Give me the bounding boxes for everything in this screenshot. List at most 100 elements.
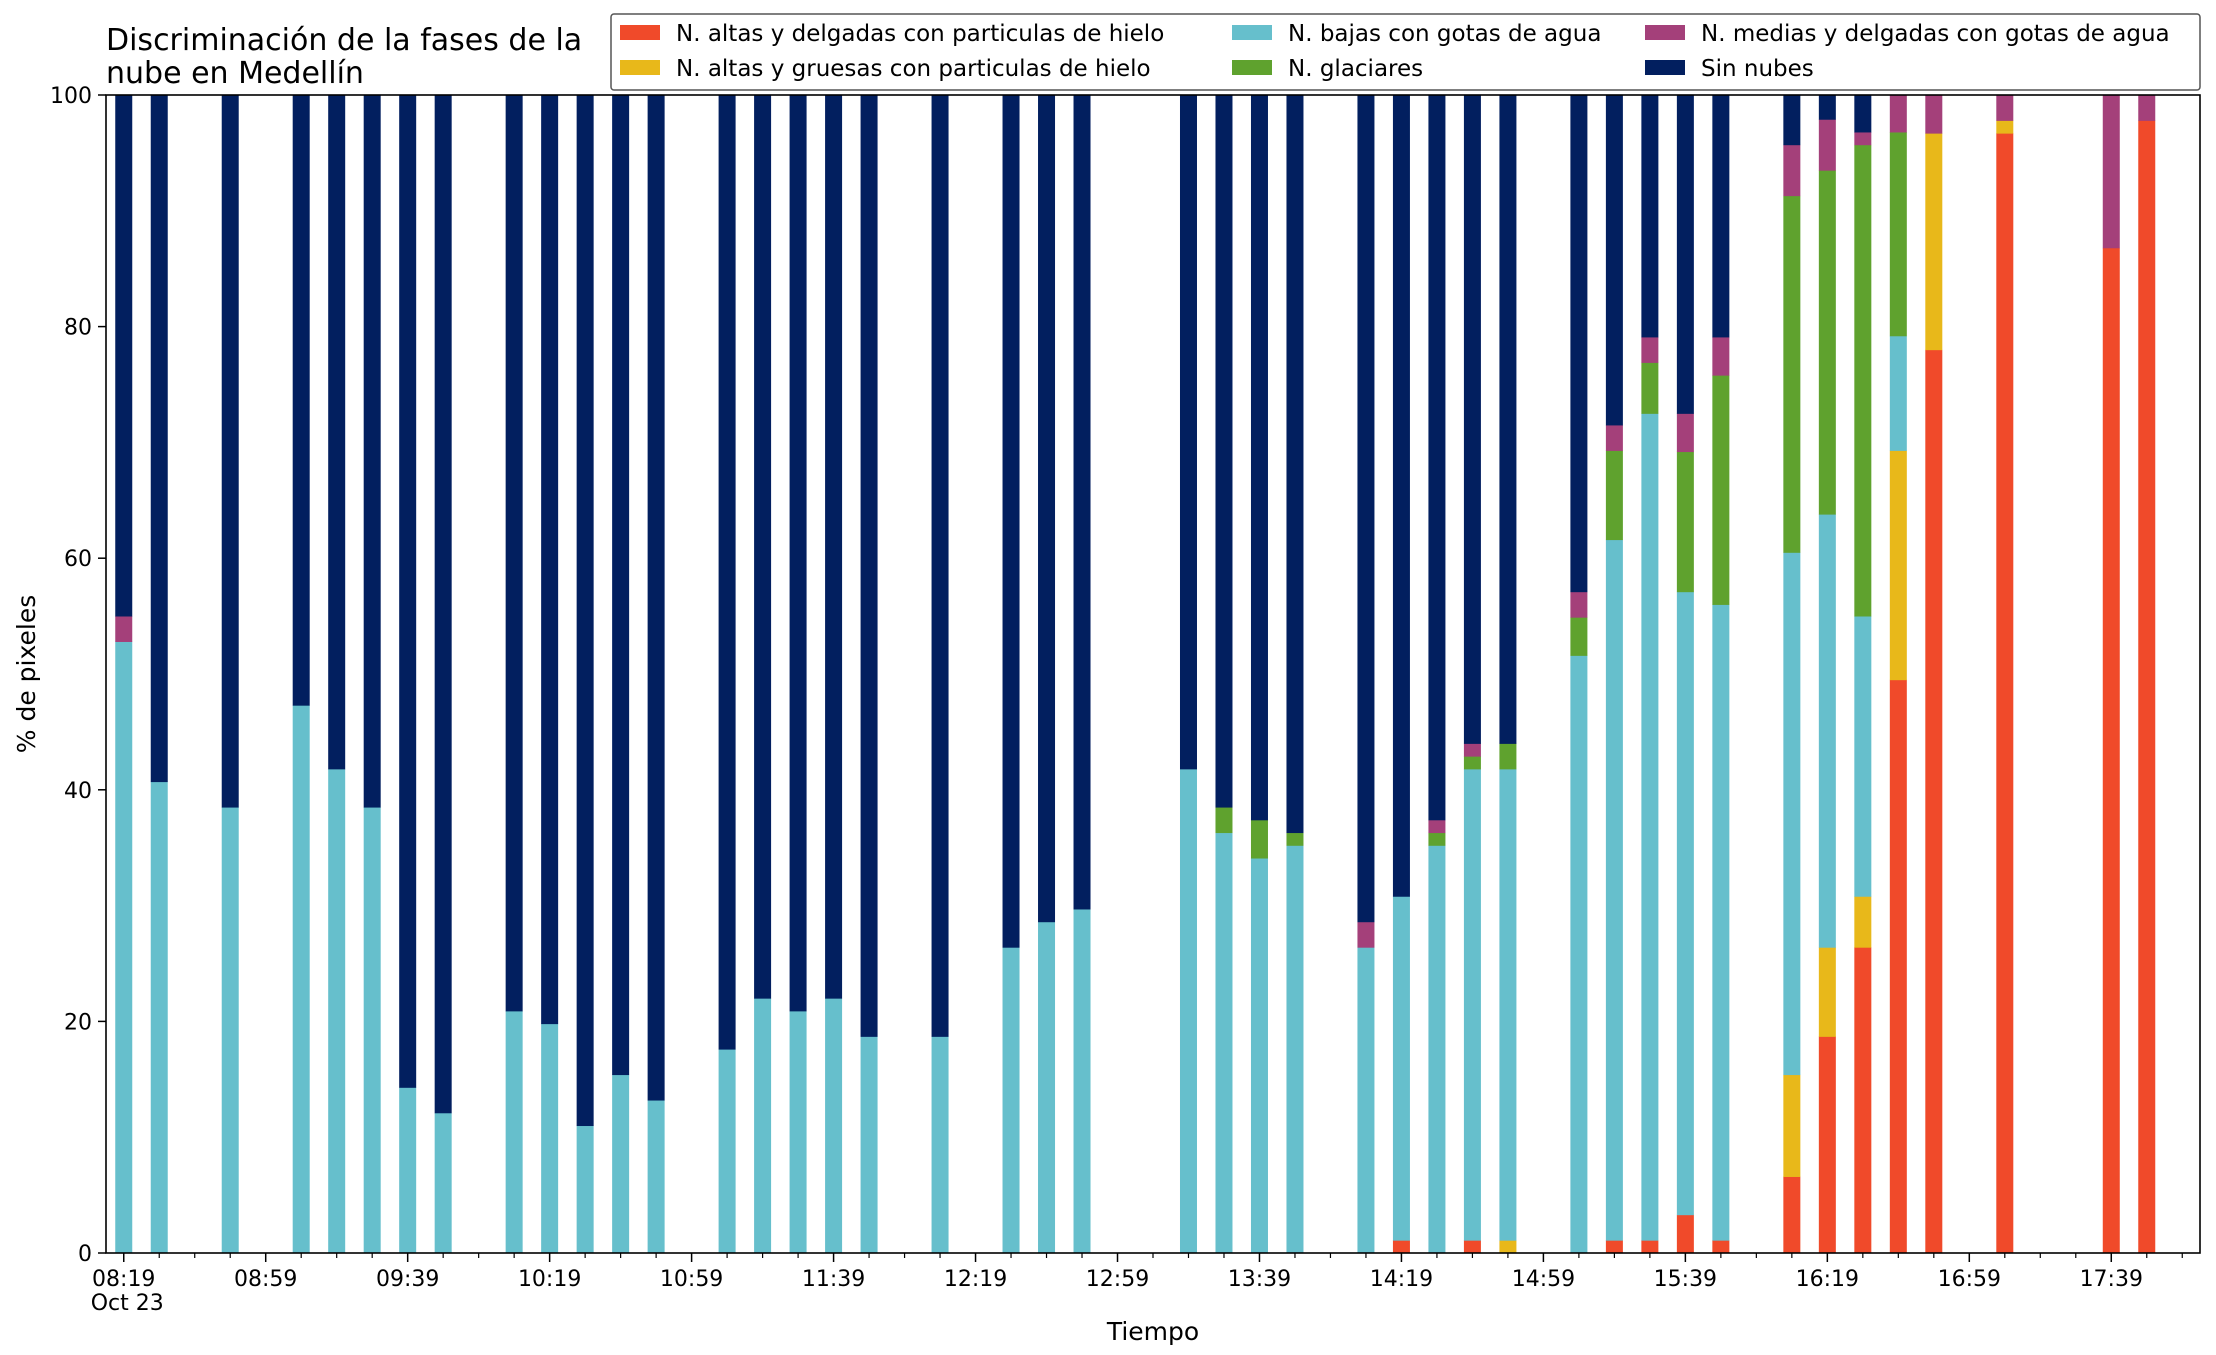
legend-label-thin-ice: N. altas y delgadas con particulas de hi…: [676, 21, 1164, 47]
x-axis-label: Tiempo: [1106, 1317, 1199, 1346]
bar-segment-clear: [328, 95, 346, 770]
bar-segment-mid-water: [1854, 132, 1872, 146]
bar-segment-low-water: [1854, 616, 1872, 897]
bar-segment-clear: [1676, 95, 1694, 414]
bar-stack-1449: [1499, 95, 1517, 1254]
bar-stack-1209: [931, 95, 949, 1254]
bar-segment-low-water: [1215, 832, 1233, 1254]
bar-segment-thick-ice: [1925, 133, 1943, 351]
bar-stack-0919: [328, 95, 346, 1254]
bar-segment-thin-ice: [1925, 349, 1943, 1254]
bar-segment-low-water: [612, 1074, 630, 1254]
bar-segment-clear: [1499, 95, 1517, 744]
bar-segment-thick-ice: [1889, 450, 1907, 681]
bar-segment-low-water: [1002, 947, 1020, 1254]
bar-segment-low-water: [1463, 768, 1481, 1241]
bar-segment-clear: [505, 95, 523, 1012]
bar-stack-1439: [1463, 95, 1481, 1254]
bar-segment-clear: [825, 95, 843, 999]
bar-segment-mid-water: [1712, 337, 1730, 376]
bar-segment-low-water: [647, 1100, 665, 1254]
bar-segment-glacial: [1215, 807, 1233, 834]
bar-segment-low-water: [328, 768, 346, 1254]
bar-segment-thin-ice: [1463, 1240, 1481, 1254]
x-tick-label: 14:59: [1512, 1267, 1575, 1292]
x-tick-sublabel: Oct 23: [91, 1291, 164, 1316]
bar-segment-thin-ice: [1605, 1240, 1623, 1254]
bar-segment-clear: [1392, 95, 1410, 897]
bar-stack-1029: [576, 95, 594, 1254]
bar-segment-clear: [789, 95, 807, 1012]
bar-stack-1419: [1392, 95, 1410, 1254]
bar-stack-1319: [1179, 95, 1197, 1254]
bar-stack-1229: [1002, 95, 1020, 1254]
bar-segment-clear: [1215, 95, 1233, 808]
legend-box: [610, 13, 2201, 91]
bar-segment-low-water: [1889, 335, 1907, 451]
chart-title-line-2: nube en Medellín: [106, 56, 364, 91]
x-tick-label: 15:39: [1654, 1267, 1717, 1292]
bar-stack-1519: [1605, 95, 1623, 1254]
bar-segment-clear: [150, 95, 168, 783]
bar-stack-0819: [115, 95, 133, 1254]
bar-segment-thin-ice: [1783, 1176, 1801, 1254]
bar-segment-clear: [1038, 95, 1056, 923]
bar-stack-0949: [434, 95, 452, 1254]
bar-segment-glacial: [1889, 132, 1907, 337]
bar-stack-1509: [1570, 95, 1588, 1254]
bar-segment-glacial: [1286, 832, 1304, 846]
bar-segment-clear: [1357, 95, 1375, 923]
bar-segment-glacial: [1712, 375, 1730, 605]
bar-segment-clear: [1002, 95, 1020, 948]
bar-stack-1549: [1712, 95, 1730, 1254]
bar-stack-1049: [647, 95, 665, 1254]
bar-segment-mid-water: [1783, 144, 1801, 197]
bar-segment-clear: [931, 95, 949, 1037]
bar-segment-clear: [1854, 95, 1872, 133]
bar-segment-low-water: [1357, 947, 1375, 1254]
bar-segment-clear: [1250, 95, 1268, 821]
x-tick-label: 16:19: [1796, 1267, 1859, 1292]
bar-segment-glacial: [1463, 756, 1481, 770]
y-tick-label: 40: [64, 779, 92, 804]
bar-segment-low-water: [1499, 768, 1517, 1241]
bar-segment-low-water: [1179, 768, 1197, 1254]
legend-label-glacial: N. glaciares: [1288, 56, 1423, 82]
bar-segment-mid-water: [115, 616, 133, 642]
x-tick-label: 12:19: [944, 1267, 1007, 1292]
bar-segment-mid-water: [1641, 337, 1659, 363]
y-tick-label: 100: [50, 84, 92, 109]
bar-segment-clear: [612, 95, 630, 1076]
bar-segment-glacial: [1783, 195, 1801, 553]
bars-layer: [115, 95, 2156, 1254]
y-axis-label: % de pixeles: [12, 595, 41, 753]
bar-stack-0929: [363, 95, 381, 1254]
bar-segment-glacial: [1818, 170, 1836, 515]
legend: N. altas y delgadas con particulas de hi…: [610, 13, 2201, 91]
bar-stack-1119: [754, 95, 772, 1254]
legend-swatch-clear: [1645, 60, 1685, 75]
bar-segment-thin-ice: [1818, 1036, 1836, 1254]
bar-segment-clear: [1605, 95, 1623, 426]
bar-segment-low-water: [860, 1036, 878, 1254]
bar-segment-low-water: [1073, 909, 1091, 1254]
bar-stack-1239: [1038, 95, 1056, 1254]
bar-segment-thin-ice: [1712, 1240, 1730, 1254]
bar-stack-1329: [1215, 95, 1233, 1254]
x-tick-label: 16:59: [1938, 1267, 2001, 1292]
bar-segment-low-water: [1428, 845, 1446, 1254]
bar-segment-mid-water: [1996, 95, 2014, 121]
x-tick-label: 10:59: [660, 1267, 723, 1292]
bar-segment-clear: [1570, 95, 1588, 593]
bar-segment-low-water: [399, 1087, 417, 1254]
bar-stack-1649: [1925, 95, 1943, 1254]
legend-label-mid-water: N. medias y delgadas con gotas de agua: [1701, 21, 2170, 47]
bar-segment-clear: [1428, 95, 1446, 821]
chart-title-line-1: Discriminación de la fases de la: [106, 23, 582, 58]
bar-segment-mid-water: [1463, 743, 1481, 757]
bar-stack-1149: [860, 95, 878, 1254]
bar-segment-mid-water: [1676, 413, 1694, 453]
plot-frame: [105, 94, 2201, 1254]
bar-segment-clear: [1073, 95, 1091, 910]
bar-stack-1139: [825, 95, 843, 1254]
